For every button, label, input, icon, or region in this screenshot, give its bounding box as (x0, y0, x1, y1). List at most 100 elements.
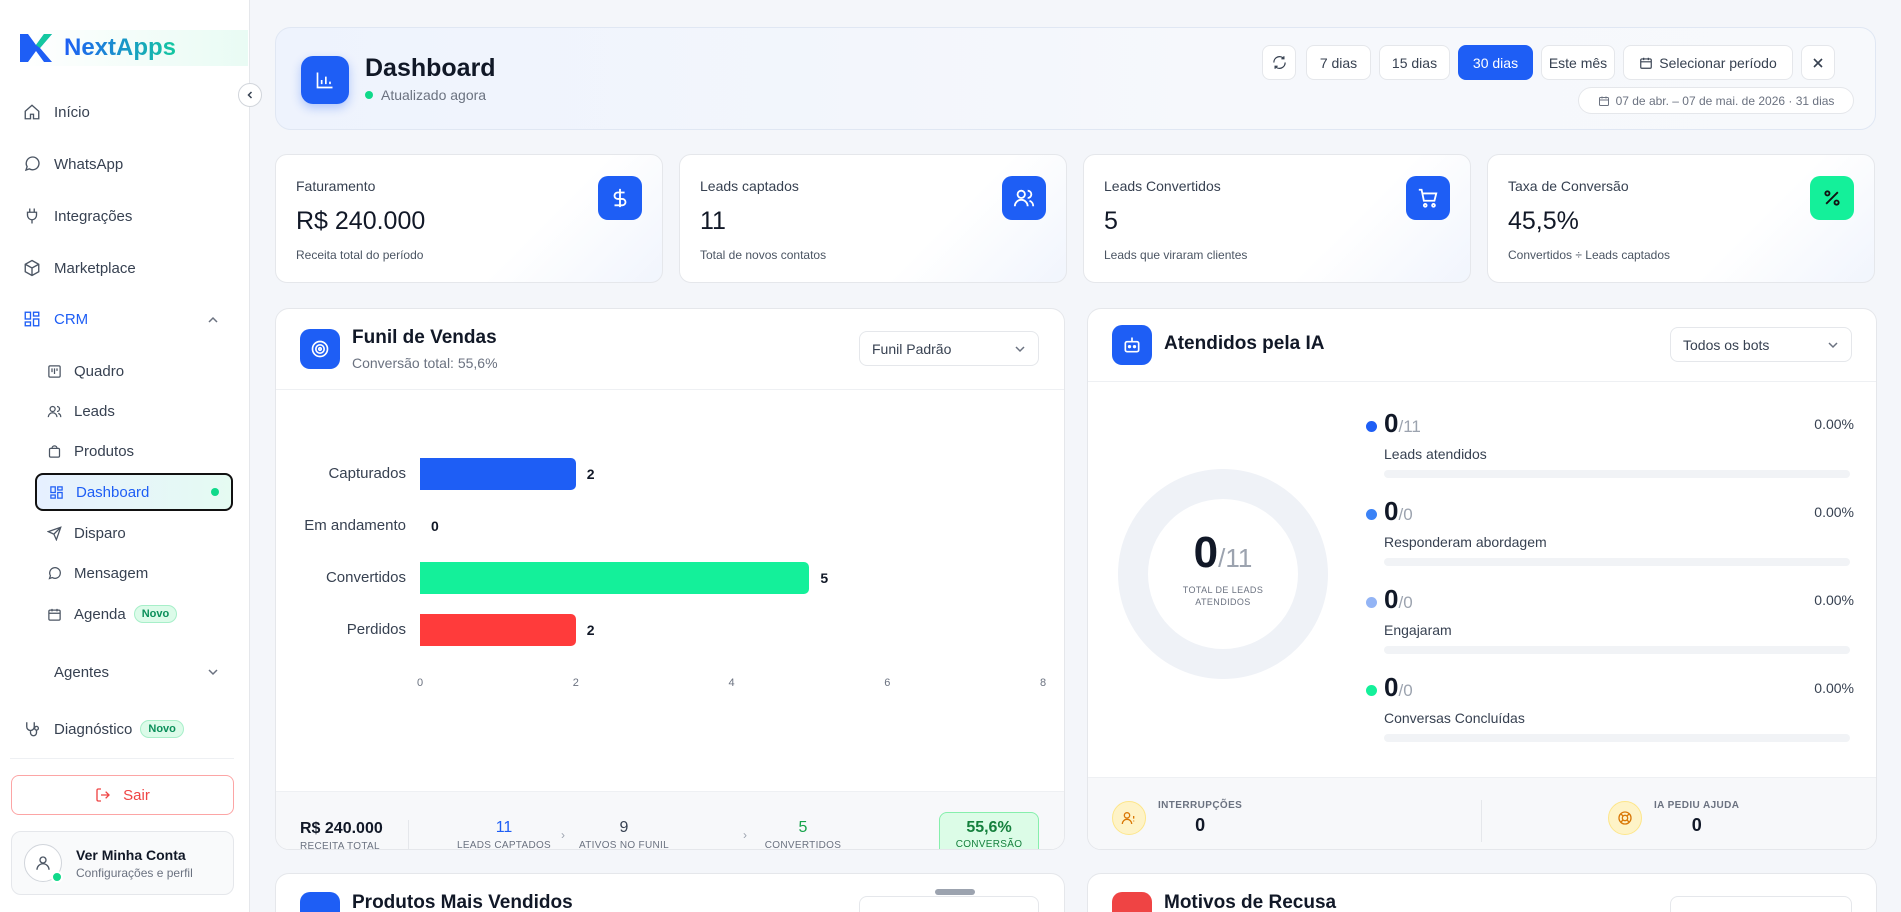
conversion-value: 55,6% (966, 819, 1012, 836)
logout-button[interactable]: Sair (11, 775, 234, 815)
range-30-button[interactable]: 30 dias (1458, 45, 1533, 80)
sidebar-item-dashboard[interactable]: Dashboard (35, 473, 233, 511)
funnel-stat-label: CONVERTIDOS (764, 840, 842, 850)
account-card[interactable]: Ver Minha Conta Configurações e perfil (11, 831, 234, 895)
donut-value-number: 0 (1193, 528, 1219, 577)
range-this-month-button[interactable]: Este mês (1541, 45, 1615, 80)
sidebar-item-inicio[interactable]: Início (22, 98, 90, 126)
bot-select[interactable]: Todos os bots (1670, 327, 1852, 362)
stat-number: 0 (1384, 496, 1399, 526)
sidebar-item-diagnostico[interactable]: Diagnóstico Novo (22, 715, 184, 743)
chat-icon (46, 565, 62, 581)
chevron-down-icon[interactable] (207, 666, 219, 678)
kpi-card-leads-convertidos: Leads Convertidos 5 Leads que viraram cl… (1083, 154, 1471, 283)
funnel-select[interactable]: Funil Padrão (859, 331, 1039, 366)
help-requested-label: IA PEDIU AJUDA (1654, 800, 1740, 811)
send-icon (46, 525, 62, 541)
cart-icon (1406, 176, 1450, 220)
sidebar-item-marketplace[interactable]: Marketplace (22, 254, 136, 282)
sidebar-item-agentes[interactable]: Agentes (22, 658, 109, 686)
legend-dot (1366, 685, 1377, 696)
funnel-title: Funil de Vendas (352, 327, 497, 348)
plug-icon (22, 206, 42, 226)
users-icon (1002, 176, 1046, 220)
sidebar-item-mensagem[interactable]: Mensagem (46, 560, 148, 586)
stat-percent: 0.00% (1814, 680, 1854, 696)
logo-mark-icon (20, 34, 52, 62)
chevron-up-icon[interactable] (207, 314, 219, 326)
active-indicator (211, 488, 219, 496)
funnel-stat-value: 11 (495, 819, 513, 836)
sidebar-item-label: Início (54, 103, 90, 121)
interruptions-label: INTERRUPÇÕES (1158, 800, 1243, 811)
whatsapp-icon (22, 154, 42, 174)
app-logo[interactable]: NextApps (18, 30, 248, 66)
chevron-right-icon: › (743, 828, 747, 842)
kpi-value: 11 (700, 207, 726, 235)
panel-divider (1088, 381, 1876, 382)
sidebar-item-produtos[interactable]: Produtos (46, 438, 134, 464)
funnel-stat-converted: 5 CONVERTIDOS (748, 819, 858, 850)
stat-progress-track (1384, 646, 1850, 654)
sidebar-item-label: Disparo (74, 524, 126, 542)
stat-total: /11 (1398, 417, 1421, 436)
donut-ring (1118, 469, 1328, 679)
funnel-panel: Funil de Vendas Conversão total: 55,6% F… (275, 308, 1065, 850)
bar-category-label: Capturados (328, 465, 406, 482)
sidebar-item-quadro[interactable]: Quadro (46, 358, 124, 384)
page-title: Dashboard (365, 54, 496, 82)
help-requested-stat: IA PEDIU AJUDA 0 (1608, 800, 1739, 836)
dollar-icon (598, 176, 642, 220)
refusal-reasons-title: Motivos de Recusa (1164, 892, 1337, 912)
top-products-select[interactable] (859, 896, 1039, 912)
kpi-sub: Convertidos ÷ Leads captados (1508, 248, 1671, 262)
user-icon (36, 856, 50, 870)
refusal-reasons-select[interactable] (1670, 896, 1852, 912)
funnel-bar[interactable] (420, 614, 576, 646)
range-15-button[interactable]: 15 dias (1379, 45, 1450, 80)
sidebar-item-agenda[interactable]: Agenda Novo (46, 601, 178, 627)
donut-value: 0/11 (1115, 528, 1331, 578)
percent-icon (1810, 176, 1854, 220)
funnel-summary: R$ 240.000 RECEITA TOTAL 11 LEADS CAPTAD… (276, 791, 1064, 850)
sidebar-item-disparo[interactable]: Disparo (46, 520, 126, 546)
clear-period-button[interactable] (1801, 45, 1835, 80)
collapse-sidebar-button[interactable] (238, 83, 262, 107)
range-7-button[interactable]: 7 dias (1306, 45, 1371, 80)
scroll-handle[interactable] (935, 889, 975, 895)
sidebar-item-whatsapp[interactable]: WhatsApp (22, 150, 123, 178)
chevron-down-icon (1827, 339, 1839, 351)
stat-value: 0/0 (1384, 672, 1413, 703)
interruptions-value: 0 (1195, 815, 1206, 835)
funnel-stat-label: LEADS CAPTADOS (456, 840, 552, 850)
select-period-button[interactable]: Selecionar período (1623, 45, 1793, 80)
bot-select-value: Todos os bots (1683, 336, 1770, 353)
bar-value-label: 0 (431, 518, 439, 534)
update-status: Atualizado agora (365, 87, 486, 103)
sidebar-item-integracoes[interactable]: Integrações (22, 202, 132, 230)
grid-icon (22, 309, 42, 329)
sidebar-item-label: Integrações (54, 207, 133, 225)
update-status-text: Atualizado agora (381, 87, 487, 103)
bag-icon (46, 443, 62, 459)
sidebar-item-crm[interactable]: CRM (22, 305, 88, 333)
sidebar-item-label: WhatsApp (54, 155, 124, 173)
grid-icon (48, 484, 64, 500)
stat-value: 0/0 (1384, 496, 1413, 527)
legend-dot (1366, 421, 1377, 432)
funnel-bar[interactable] (420, 562, 810, 594)
sidebar-divider (10, 758, 234, 759)
funnel-stat-value: 5 (798, 819, 808, 836)
online-indicator (51, 871, 63, 883)
refresh-button[interactable] (1262, 45, 1296, 80)
ia-stat-leads-atendidos: 0/11 0.00% Leads atendidos (1366, 408, 1854, 478)
funnel-bar[interactable] (420, 458, 576, 490)
stat-name: Leads atendidos (1384, 446, 1487, 462)
sidebar-item-leads[interactable]: Leads (46, 398, 115, 424)
x-axis-tick-label: 6 (884, 677, 891, 689)
date-range-text: 07 de abr. – 07 de mai. de 2026 · 31 dia… (1615, 93, 1835, 108)
bar-category-label: Em andamento (304, 517, 406, 534)
kpi-value: R$ 240.000 (296, 207, 426, 235)
sidebar-item-label: Marketplace (54, 259, 136, 277)
status-dot (365, 91, 373, 99)
